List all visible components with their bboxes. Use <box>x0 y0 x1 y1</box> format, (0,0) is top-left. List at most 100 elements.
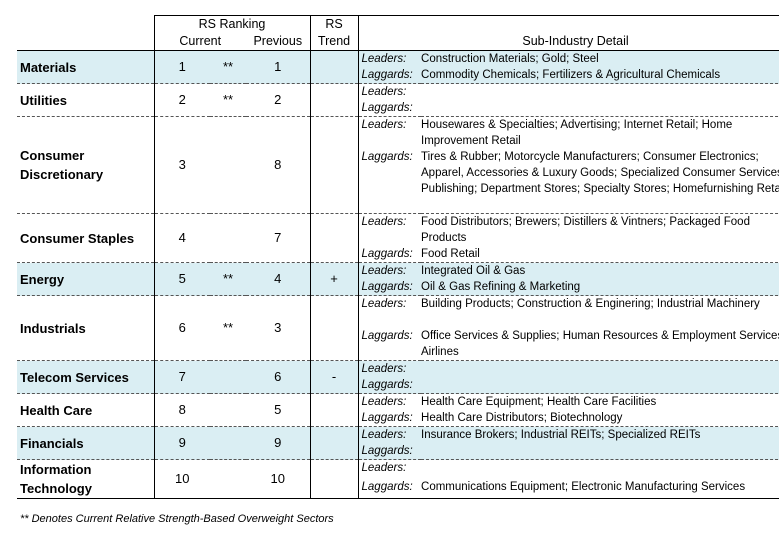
previous-rank: 9 <box>246 426 311 460</box>
table-row-laggards: Laggards: Health Care Distributors; Biote… <box>17 410 779 427</box>
header-blank <box>17 16 154 34</box>
table-row-laggards: Laggards: Communications Equipment; Elect… <box>17 479 779 499</box>
leaders-label: Leaders: <box>357 213 422 246</box>
leaders-detail: Food Distributors; Brewers; Distillers &… <box>421 213 779 246</box>
leaders-label: Leaders: <box>357 459 422 479</box>
sector-name: Industrials <box>17 295 155 361</box>
leaders-detail: Construction Materials; Gold; Steel <box>421 50 779 67</box>
header-top-blank <box>357 15 779 33</box>
sector-name: Utilities <box>17 83 155 117</box>
laggards-detail: Tires & Rubber; Motorcycle Manufacturers… <box>421 149 779 214</box>
overweight-stars <box>210 393 246 427</box>
sector-name: Consumer Discretionary <box>17 116 155 214</box>
rs-trend <box>309 295 359 361</box>
table-row: Materials 1 ** 1 Leaders: Construction Materi… <box>17 50 779 84</box>
previous-rank: 4 <box>246 262 311 296</box>
current-rank: 9 <box>154 426 210 460</box>
laggards-label: Laggards: <box>357 328 422 361</box>
previous-rank: 1 <box>246 50 311 84</box>
leaders-label: Leaders: <box>357 295 422 328</box>
previous-rank: 2 <box>246 83 311 117</box>
leaders-detail: Building Products; Construction & Engine… <box>421 295 779 328</box>
table-row: Industrials 6 ** 3 Leaders: Building Products… <box>17 295 779 361</box>
table-row: Consumer Staples 4 7 Leaders: Food Distribut… <box>17 213 779 263</box>
leaders-detail: Insurance Brokers; Industrial REITs; Spe… <box>421 426 779 443</box>
current-rank: 10 <box>154 459 210 499</box>
current-rank: 1 <box>154 50 210 84</box>
leaders-detail: Integrated Oil & Gas <box>421 262 779 279</box>
laggards-detail: Communications Equipment; Electronic Man… <box>421 479 779 499</box>
overweight-stars: ** <box>210 83 246 117</box>
current-rank: 2 <box>154 83 210 117</box>
previous-rank: 7 <box>246 213 311 263</box>
overweight-stars: ** <box>210 50 246 84</box>
laggards-detail: Oil & Gas Refining & Marketing <box>421 279 779 296</box>
sector-name: Financials <box>17 426 155 460</box>
laggards-label: Laggards: <box>357 100 422 117</box>
overweight-stars <box>210 116 246 214</box>
laggards-detail <box>421 443 779 460</box>
overweight-stars <box>210 360 246 394</box>
table-row-laggards: Laggards: <box>17 443 779 460</box>
laggards-label: Laggards: <box>357 246 422 263</box>
table-row: Financials 9 9 Leaders: Insurance Brokers; I… <box>17 426 779 460</box>
laggards-label: Laggards: <box>357 377 422 394</box>
rs-trend <box>309 116 359 214</box>
overweight-stars <box>210 426 246 460</box>
table-row: Information Technology 10 10 Leaders: <box>17 459 779 499</box>
overweight-stars <box>210 459 246 499</box>
leaders-detail: Health Care Equipment; Health Care Facil… <box>421 393 779 410</box>
rs-header: RS <box>309 15 359 33</box>
table-row-laggards: Laggards: Tires & Rubber; Motorcycle Manu… <box>17 149 779 214</box>
laggards-detail: Office Services & Supplies; Human Resour… <box>421 328 779 361</box>
overweight-stars <box>210 213 246 263</box>
leaders-label: Leaders: <box>357 426 422 443</box>
leaders-detail <box>421 83 779 100</box>
laggards-label: Laggards: <box>357 279 422 296</box>
current-header: Current <box>153 33 246 51</box>
rs-trend: + <box>309 262 359 296</box>
leaders-label: Leaders: <box>357 360 422 377</box>
previous-rank: 5 <box>246 393 311 427</box>
laggards-detail: Food Retail <box>421 246 779 263</box>
sector-name: Energy <box>17 262 155 296</box>
overweight-stars: ** <box>210 295 246 361</box>
leaders-detail <box>421 459 779 479</box>
rs-trend <box>309 83 359 117</box>
previous-rank: 8 <box>246 116 311 214</box>
laggards-label: Laggards: <box>357 67 422 84</box>
overweight-stars: ** <box>210 262 246 296</box>
previous-header: Previous <box>246 33 311 51</box>
laggards-detail <box>421 100 779 117</box>
rs-trend <box>309 426 359 460</box>
table-row-laggards: Laggards: Food Retail <box>17 246 779 263</box>
sub-industry-detail-header: Sub-Industry Detail <box>357 33 779 51</box>
previous-rank: 6 <box>246 360 311 394</box>
table-row-laggards: Laggards: <box>17 100 779 117</box>
laggards-detail: Health Care Distributors; Biotechnology <box>421 410 779 427</box>
rs-trend <box>309 50 359 84</box>
rs-trend <box>309 213 359 263</box>
laggards-detail <box>421 377 779 394</box>
sector-name: Consumer Staples <box>17 213 155 263</box>
rs-trend <box>309 393 359 427</box>
leaders-label: Leaders: <box>357 116 422 149</box>
rs-trend <box>309 459 359 499</box>
trend-header: Trend <box>309 33 359 51</box>
table-row: Energy 5 ** 4 + Leaders: Integrated Oil & Gas <box>17 262 779 296</box>
leaders-label: Leaders: <box>357 262 422 279</box>
sector-name: Materials <box>17 50 155 84</box>
laggards-label: Laggards: <box>357 479 422 499</box>
rs-ranking-header: RS Ranking <box>153 15 311 33</box>
laggards-label: Laggards: <box>357 443 422 460</box>
current-rank: 5 <box>154 262 210 296</box>
laggards-label: Laggards: <box>357 410 422 427</box>
leaders-label: Leaders: <box>357 83 422 100</box>
sector-name: Information Technology <box>17 459 155 499</box>
header-blank-2 <box>17 33 154 51</box>
leaders-label: Leaders: <box>357 393 422 410</box>
current-rank: 6 <box>154 295 210 361</box>
footnote: ** Denotes Current Relative Strength-Bas… <box>20 513 334 525</box>
table-row: Consumer Discretionary 3 8 Leaders: Housewar… <box>17 116 779 214</box>
rs-ranking-table: RS Ranking RS Current Previous Trend Sub… <box>17 15 779 499</box>
